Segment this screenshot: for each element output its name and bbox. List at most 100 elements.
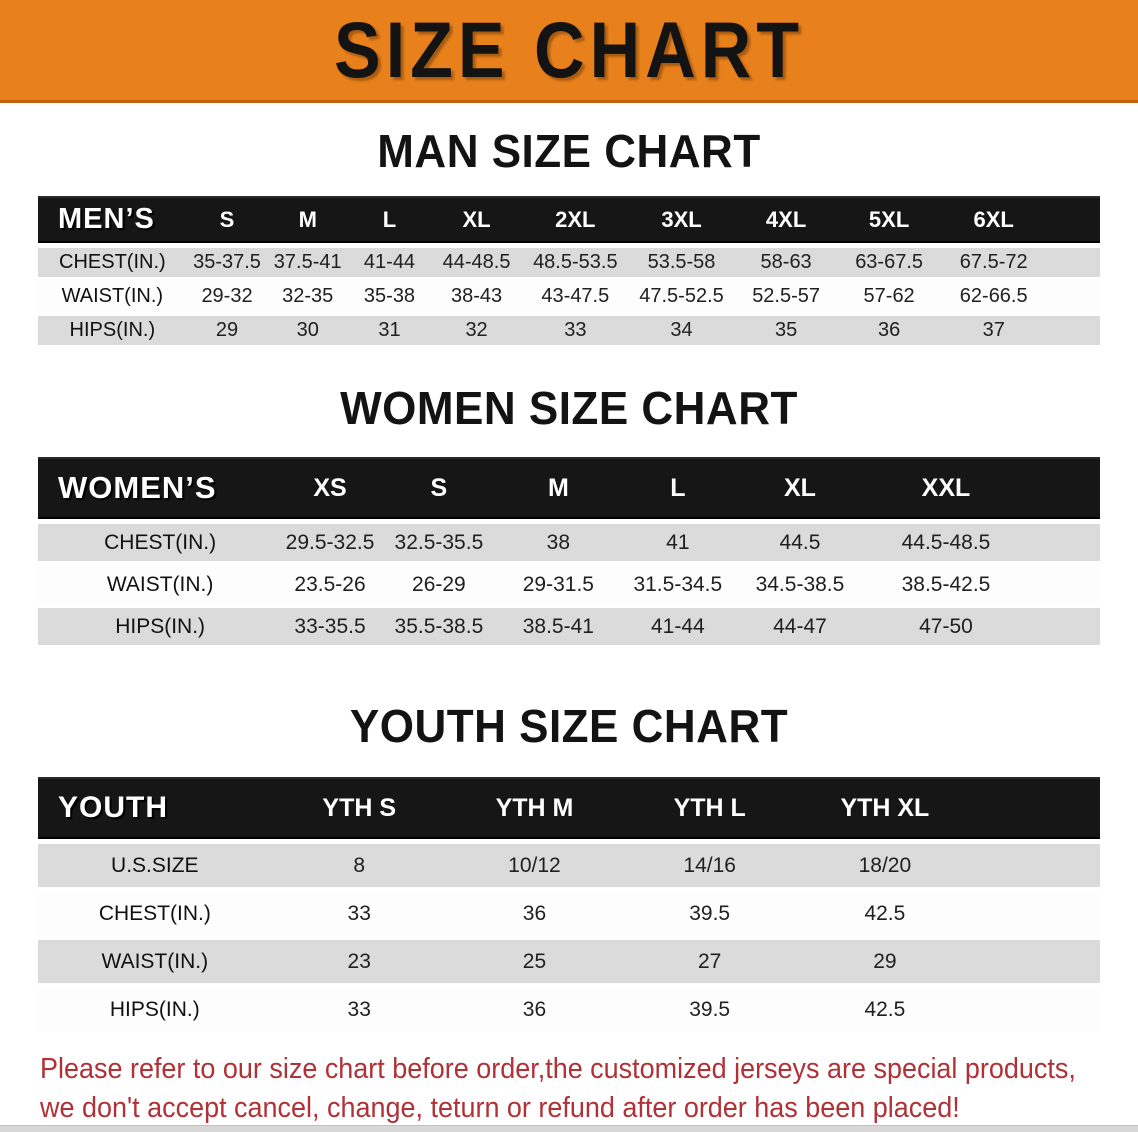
size-cell: 33 [271,892,447,935]
men-col-header: 3XL [628,196,735,243]
men-col-header: 4XL [734,196,838,243]
men-table-title: MEN’S [38,196,187,243]
women-header-row: WOMEN’S XS S M L XL XXL [38,457,1100,519]
women-col-header: XL [738,457,862,519]
size-cell: 23.5-26 [282,566,378,603]
size-cell: 14/16 [622,844,798,887]
size-cell: 29 [797,940,973,983]
size-cell: 35.5-38.5 [377,608,500,645]
youth-chest-row: CHEST(IN.) 33 36 39.5 42.5 [38,892,1100,935]
size-cell: 35-37.5 [186,248,268,277]
size-cell: 63-67.5 [837,248,941,277]
men-chest-row: CHEST(IN.) 35-37.5 37.5-41 41-44 44-48.5… [38,248,1100,277]
size-cell: 58-63 [734,248,838,277]
women-section-heading: WOMEN SIZE CHART [340,382,798,435]
women-col-header: S [377,457,500,519]
disclaimer-line-2: we don't accept cancel, change, teturn o… [40,1092,960,1124]
measure-label: WAIST(IN.) [38,282,187,311]
size-cell: 39.5 [622,892,798,935]
youth-table-title: YOUTH [38,777,272,839]
size-cell: 41-44 [616,608,739,645]
filler-cell [1030,608,1100,645]
size-cell: 8 [271,844,447,887]
disclaimer-line-1: Please refer to our size chart before or… [40,1053,1076,1085]
size-cell: 23 [271,940,447,983]
size-cell: 41-44 [348,248,431,277]
measure-label: HIPS(IN.) [38,988,272,1031]
youth-col-header: YTH XL [797,777,973,839]
size-cell: 38-43 [430,282,523,311]
size-cell: 38 [499,524,617,561]
filler-cell [1046,248,1100,277]
size-cell: 52.5-57 [734,282,838,311]
women-size-table: WOMEN’S XS S M L XL XXL CHEST(IN.) 29.5-… [38,452,1100,650]
men-header-row: MEN’S S M L XL 2XL 3XL 4XL 5XL 6XL [38,196,1100,243]
women-hips-row: HIPS(IN.) 33-35.5 35.5-38.5 38.5-41 41-4… [38,608,1100,645]
size-cell: 27 [622,940,798,983]
youth-header-row: YOUTH YTH S YTH M YTH L YTH XL [38,777,1100,839]
size-cell: 42.5 [797,892,973,935]
youth-section-heading: YOUTH SIZE CHART [349,700,789,753]
size-cell: 48.5-53.5 [522,248,629,277]
size-cell: 26-29 [377,566,500,603]
size-cell: 32 [430,316,523,345]
women-waist-row: WAIST(IN.) 23.5-26 26-29 29-31.5 31.5-34… [38,566,1100,603]
size-cell: 31.5-34.5 [616,566,739,603]
size-cell: 53.5-58 [628,248,735,277]
size-cell: 29-32 [186,282,268,311]
youth-col-header: YTH M [446,777,623,839]
filler-cell [972,892,1100,935]
size-cell: 34 [628,316,735,345]
youth-hips-row: HIPS(IN.) 33 36 39.5 42.5 [38,988,1100,1031]
measure-label: WAIST(IN.) [38,940,272,983]
measure-label: CHEST(IN.) [38,248,187,277]
size-cell: 33 [271,988,447,1031]
size-cell: 44-47 [738,608,862,645]
men-hips-row: HIPS(IN.) 29 30 31 32 33 34 35 36 37 [38,316,1100,345]
banner-title: SIZE CHART [334,6,804,94]
filler-cell [1046,316,1100,345]
size-cell: 57-62 [837,282,941,311]
men-col-header: XL [430,196,523,243]
measure-label: U.S.SIZE [38,844,272,887]
size-cell: 32.5-35.5 [377,524,500,561]
size-cell: 38.5-42.5 [861,566,1031,603]
measure-label: HIPS(IN.) [38,316,187,345]
bottom-edge [0,1125,1138,1132]
men-col-header: S [186,196,268,243]
size-cell: 62-66.5 [940,282,1047,311]
size-cell: 35-38 [348,282,431,311]
women-col-header: XXL [861,457,1031,519]
size-cell: 32-35 [267,282,349,311]
size-cell: 38.5-41 [499,608,617,645]
men-col-header: 5XL [837,196,941,243]
size-cell: 44.5 [738,524,862,561]
size-cell: 36 [446,892,623,935]
youth-ussize-row: U.S.SIZE 8 10/12 14/16 18/20 [38,844,1100,887]
man-section-heading: MAN SIZE CHART [377,125,761,178]
size-cell: 18/20 [797,844,973,887]
size-cell: 41 [616,524,739,561]
size-cell: 29 [186,316,268,345]
size-cell: 47-50 [861,608,1031,645]
filler-cell [1030,566,1100,603]
filler-cell [1030,524,1100,561]
measure-label: HIPS(IN.) [38,608,283,645]
size-cell: 44.5-48.5 [861,524,1031,561]
size-cell: 39.5 [622,988,798,1031]
men-col-header: L [348,196,431,243]
size-cell: 47.5-52.5 [628,282,735,311]
size-cell: 36 [837,316,941,345]
youth-size-table: YOUTH YTH S YTH M YTH L YTH XL U.S.SIZE … [38,772,1100,1036]
filler-cell [972,844,1100,887]
measure-label: CHEST(IN.) [38,524,283,561]
size-cell: 10/12 [446,844,623,887]
size-cell: 33 [522,316,629,345]
women-col-header: XS [282,457,378,519]
size-cell: 29.5-32.5 [282,524,378,561]
filler-cell [1046,282,1100,311]
men-col-header: 2XL [522,196,629,243]
women-header-filler [1030,457,1100,519]
filler-cell [972,940,1100,983]
disclaimer-text: Please refer to our size chart before or… [40,1050,1138,1128]
